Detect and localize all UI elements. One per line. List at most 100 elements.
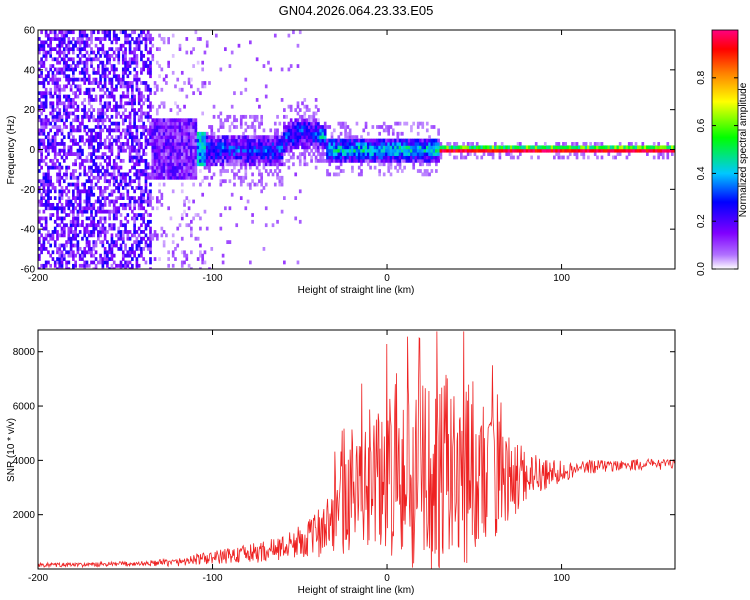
heatmap-cell [176, 152, 180, 156]
heatmap-cell [403, 145, 406, 150]
heatmap-cell [121, 250, 125, 255]
heatmap-cell [162, 128, 166, 133]
heatmap-cell [233, 162, 236, 167]
heatmap-cell [149, 233, 152, 238]
heatmap-cell [280, 155, 284, 160]
heatmap-cell [351, 148, 354, 153]
heatmap-cell [87, 196, 91, 200]
heatmap-cell [187, 175, 191, 180]
heatmap-cell [276, 135, 279, 140]
heatmap-cell [44, 148, 48, 153]
heatmap-cell [72, 253, 75, 258]
heatmap-cell [101, 202, 105, 207]
heatmap-cell [119, 148, 123, 153]
heatmap-cell [573, 145, 577, 150]
heatmap-cell [167, 145, 170, 150]
heatmap-cell [103, 172, 107, 177]
heatmap-cell [176, 155, 180, 160]
heatmap-cell [444, 145, 447, 150]
heatmap-cell [348, 131, 352, 136]
heatmap-cell [183, 138, 186, 143]
heatmap-cell [106, 60, 109, 65]
heatmap-cell [99, 209, 102, 214]
heatmap-cell [65, 67, 68, 72]
heatmap-cell [596, 145, 599, 150]
heatmap-cell [285, 158, 288, 163]
heatmap-cell [112, 202, 116, 207]
heatmap-cell [44, 233, 48, 238]
heatmap-cell [149, 50, 152, 55]
heatmap-cell [42, 175, 46, 180]
heatmap-cell [85, 236, 89, 241]
heatmap-cell [99, 216, 102, 221]
heatmap-cell [76, 175, 80, 180]
heatmap-cell [149, 104, 152, 109]
heatmap-cell [180, 131, 184, 136]
heatmap-cell [269, 152, 273, 156]
heatmap-cell [90, 179, 93, 184]
heatmap-cell [117, 111, 121, 116]
heatmap-cell [201, 84, 205, 89]
heatmap-cell [78, 152, 82, 156]
heatmap-cell [634, 148, 638, 153]
heatmap-cell [92, 246, 96, 251]
heatmap-cell [78, 246, 82, 251]
heatmap-cell [53, 138, 57, 143]
heatmap-cell [180, 263, 184, 268]
heatmap-cell [437, 148, 440, 153]
heatmap-cell [330, 145, 334, 150]
heatmap-cell [169, 125, 173, 129]
heatmap-cell [167, 37, 170, 41]
heatmap-cell [187, 81, 191, 85]
heatmap-cell [69, 145, 73, 150]
heatmap-cell [269, 162, 273, 167]
heatmap-cell [151, 54, 155, 58]
heatmap-cell [244, 172, 248, 177]
heatmap-cell [101, 87, 105, 92]
heatmap-cell [62, 233, 66, 238]
heatmap-cell [655, 145, 658, 150]
heatmap-cell [475, 155, 479, 160]
heatmap-cell [335, 138, 338, 143]
heatmap-cell [65, 77, 68, 82]
heatmap-cell [124, 216, 127, 221]
heatmap-cell [296, 145, 300, 150]
heatmap-cell [258, 172, 261, 177]
heatmap-cell [96, 84, 100, 89]
heatmap-cell [489, 148, 493, 153]
heatmap-cell [69, 152, 73, 156]
heatmap-cell [180, 213, 184, 217]
heatmap-cell [435, 138, 438, 143]
heatmap-cell [72, 128, 75, 133]
heatmap-cell [205, 158, 209, 163]
heatmap-cell [40, 263, 43, 268]
heatmap-cell [69, 246, 73, 251]
heatmap-cell [153, 158, 157, 163]
heatmap-cell [67, 233, 71, 238]
heatmap-cell [396, 148, 400, 153]
heatmap-cell [285, 138, 288, 143]
heatmap-cell [285, 125, 288, 129]
heatmap-cell [103, 74, 107, 79]
heatmap-cell [398, 145, 402, 150]
heatmap-cell [69, 128, 73, 133]
heatmap-cell [453, 145, 456, 150]
heatmap-cell [60, 230, 64, 234]
heatmap-cell [44, 98, 48, 102]
heatmap-cell [146, 50, 150, 55]
heatmap-cell [124, 267, 127, 269]
heatmap-cell [382, 162, 386, 167]
heatmap-cell [85, 263, 89, 268]
heatmap-cell [230, 162, 234, 167]
heatmap-cell [239, 138, 243, 143]
heatmap-cell [67, 101, 71, 106]
heatmap-cell [518, 142, 522, 146]
heatmap-cell [155, 121, 159, 126]
heatmap-cell [112, 226, 116, 231]
heatmap-cell [42, 43, 46, 48]
heatmap-cell [124, 142, 127, 146]
heatmap-cell [108, 267, 111, 269]
heatmap-cell [101, 84, 105, 89]
heatmap-cell [625, 148, 629, 153]
heatmap-cell [44, 30, 48, 35]
